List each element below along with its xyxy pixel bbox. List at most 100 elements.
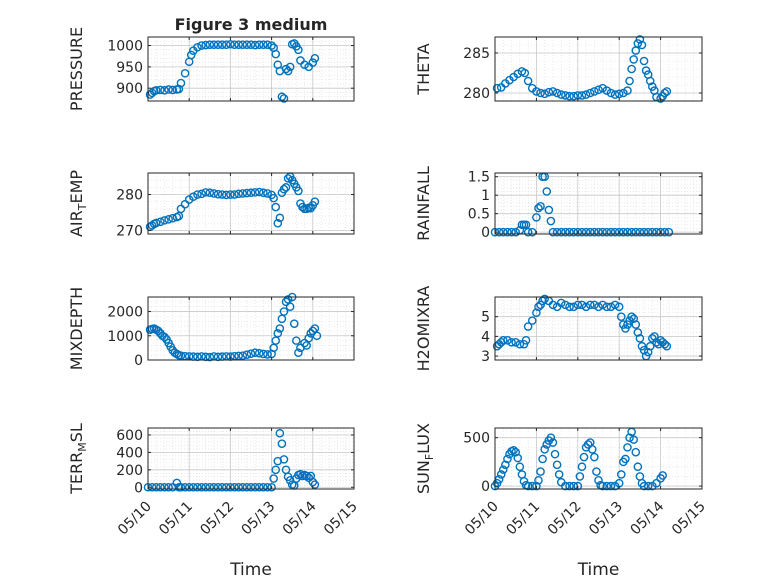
data-point <box>643 227 653 237</box>
data-point <box>614 89 624 99</box>
data-point <box>193 42 202 52</box>
data-point <box>507 337 516 347</box>
data-point <box>267 482 276 492</box>
x-tick-label: 05/11 <box>503 499 543 539</box>
data-point <box>556 90 566 99</box>
data-point <box>631 227 641 237</box>
data-point <box>536 467 545 476</box>
data-point <box>550 449 560 459</box>
data-point <box>573 300 583 310</box>
data-point <box>610 300 620 310</box>
data-point <box>269 193 278 203</box>
data-point <box>285 302 295 311</box>
data-point <box>246 349 256 359</box>
data-point <box>193 482 202 492</box>
data-point <box>520 68 530 78</box>
data-point <box>503 227 512 237</box>
data-point <box>242 188 252 198</box>
axes-box <box>147 172 355 235</box>
data-point <box>552 460 562 470</box>
data-point <box>621 454 630 464</box>
data-point <box>234 40 243 49</box>
data-point <box>552 88 562 98</box>
data-point <box>594 85 603 95</box>
data-point <box>254 40 264 49</box>
data-point <box>511 447 521 457</box>
data-point <box>197 41 206 50</box>
data-point <box>242 482 252 492</box>
data-point <box>536 201 545 211</box>
data-point <box>160 332 169 342</box>
data-point <box>527 227 537 237</box>
data-point <box>523 227 533 237</box>
data-point <box>569 481 578 491</box>
data-point <box>283 174 293 183</box>
data-point <box>186 50 196 60</box>
data-point <box>662 87 672 96</box>
y-tick-label: 500 <box>463 431 490 447</box>
data-point <box>302 471 311 481</box>
data-point <box>527 481 537 491</box>
y-axis-label: AIRTEMP <box>67 170 89 237</box>
axes-box <box>147 296 355 361</box>
data-point <box>544 205 554 215</box>
data-point <box>592 467 601 476</box>
data-point <box>496 470 506 479</box>
data-point <box>664 227 674 237</box>
data-point <box>645 76 655 86</box>
data-point <box>238 189 248 198</box>
data-point <box>598 227 607 237</box>
data-point <box>176 351 186 360</box>
data-point <box>513 453 523 463</box>
subplot-5: 0 1000 2000 MIXDEPTH <box>67 287 355 370</box>
data-point <box>246 188 256 198</box>
data-point <box>289 319 299 328</box>
data-point <box>238 482 248 492</box>
y-tick-label: 0 <box>481 479 490 495</box>
data-point <box>312 331 322 341</box>
data-point <box>230 40 239 49</box>
data-point <box>308 58 318 67</box>
data-point <box>503 336 512 345</box>
data-point <box>639 481 649 491</box>
data-point <box>602 86 612 95</box>
subplot-4: 0 0.5 1 1.5 RAINFALL <box>414 166 703 241</box>
subplot-1: 900 950 1000 PRESSURE <box>67 27 355 111</box>
data-point <box>577 91 587 100</box>
data-point <box>164 85 173 94</box>
data-point <box>606 227 616 237</box>
y-tick-label: 5 <box>481 310 490 326</box>
y-axis-label: PRESSURE <box>67 27 86 111</box>
data-point <box>494 475 504 484</box>
data-point <box>521 336 531 345</box>
x-tick-label: 05/10 <box>462 499 502 539</box>
data-point <box>610 90 620 99</box>
data-point <box>273 218 283 228</box>
data-point <box>226 482 235 492</box>
data-point <box>598 83 607 93</box>
data-point <box>585 300 595 310</box>
data-point <box>254 187 264 197</box>
data-point <box>294 45 303 55</box>
data-point <box>573 481 583 491</box>
data-point <box>197 189 206 199</box>
x-tick-label: 05/15 <box>669 499 709 539</box>
data-point <box>635 334 645 343</box>
data-point <box>598 481 607 491</box>
data-point <box>625 433 634 442</box>
data-point <box>254 348 264 358</box>
data-point <box>160 216 169 225</box>
data-point <box>652 227 661 237</box>
plot-area <box>148 37 354 101</box>
data-point <box>242 40 252 49</box>
data-point <box>629 55 638 64</box>
data-point <box>205 352 215 362</box>
data-point <box>606 302 616 312</box>
data-point <box>534 302 543 312</box>
data-point <box>300 338 309 348</box>
data-point <box>660 88 670 98</box>
data-point <box>151 482 161 492</box>
axes-box <box>494 172 703 235</box>
